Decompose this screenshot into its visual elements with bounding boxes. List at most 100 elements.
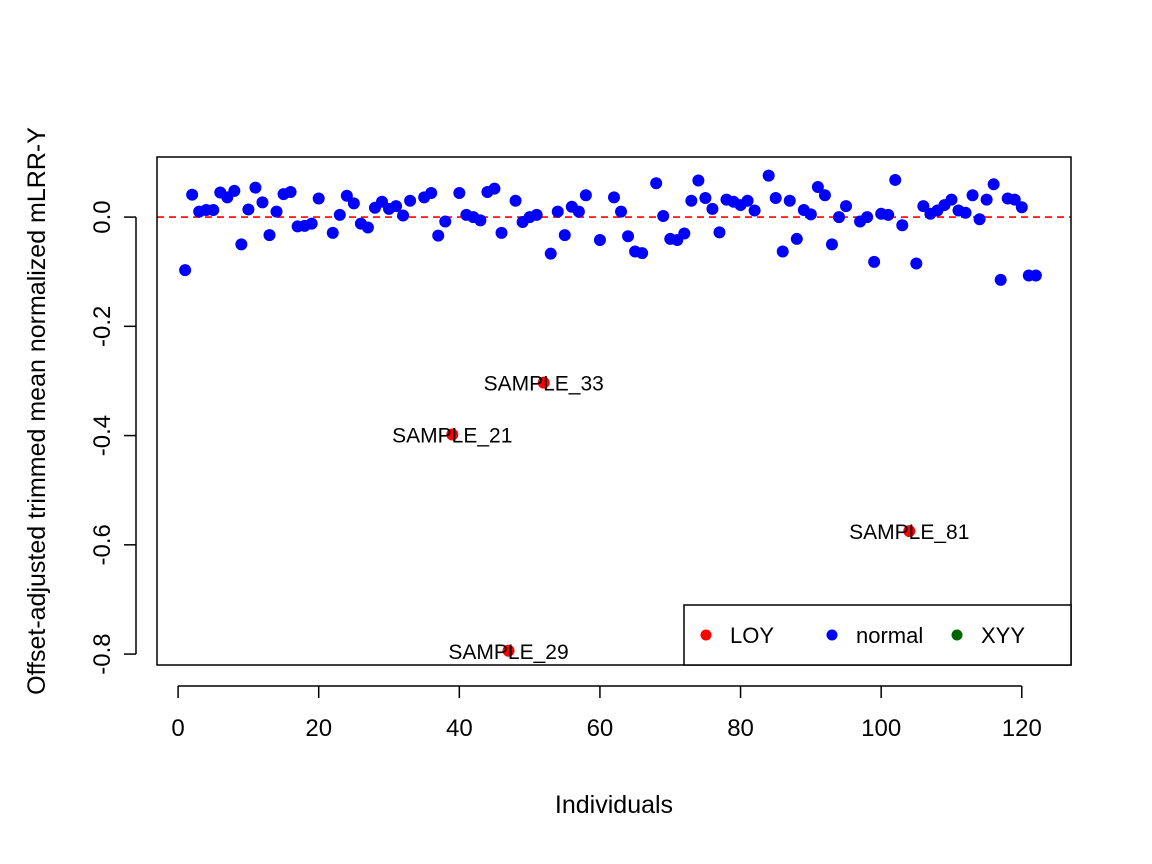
data-point-normal	[994, 273, 1007, 286]
y-tick-label: 0.0	[89, 200, 116, 233]
y-tick-label: -0.2	[89, 306, 116, 347]
legend-marker-normal	[826, 629, 838, 641]
data-point-normal	[509, 194, 522, 207]
data-point-normal	[882, 208, 895, 221]
data-point-normal	[790, 232, 803, 245]
data-point-normal	[284, 185, 297, 198]
data-point-normal	[636, 247, 649, 260]
legend-label-normal: normal	[856, 623, 923, 648]
data-point-normal	[397, 209, 410, 222]
data-point-normal	[270, 205, 283, 218]
data-point-normal	[692, 174, 705, 187]
data-point-normal	[622, 230, 635, 243]
data-point-normal	[917, 200, 930, 213]
point-labels: SAMPLE_21 SAMPLE_29 SAMPLE_33 SAMPLE_81	[392, 373, 969, 664]
data-points	[179, 169, 1042, 657]
data-point-normal	[966, 189, 979, 202]
data-point-normal	[762, 169, 775, 182]
data-point-normal	[980, 193, 993, 206]
data-point-loy	[446, 428, 459, 441]
legend-marker-loy	[700, 629, 712, 641]
x-tick-label: 20	[305, 715, 332, 742]
data-point-normal	[896, 219, 909, 232]
legend-label-xyy: XYY	[981, 623, 1025, 648]
legend-marker-xyy	[951, 629, 963, 641]
data-point-normal	[973, 213, 986, 226]
data-point-normal	[840, 200, 853, 213]
data-point-normal	[558, 229, 571, 242]
data-point-normal	[741, 194, 754, 207]
data-point-normal	[453, 187, 466, 200]
x-tick-label: 60	[587, 715, 614, 742]
data-point-normal	[713, 226, 726, 239]
data-point-normal	[249, 181, 262, 194]
data-point-normal	[945, 193, 958, 206]
data-point-normal	[495, 226, 508, 239]
data-point-normal	[608, 191, 620, 204]
data-point-normal	[242, 203, 255, 216]
data-point-normal	[530, 208, 543, 221]
data-point-normal	[678, 227, 691, 240]
data-point-normal	[425, 187, 438, 200]
data-point-normal	[811, 181, 824, 194]
data-point-normal	[390, 200, 403, 213]
data-point-normal	[657, 209, 670, 222]
data-point-normal	[572, 205, 585, 218]
data-point-normal	[748, 204, 761, 217]
data-point-normal	[706, 202, 719, 215]
data-point-normal	[312, 192, 325, 205]
data-point-normal	[650, 177, 663, 190]
data-point-normal	[263, 229, 276, 242]
data-point-normal	[474, 214, 487, 227]
data-point-normal	[228, 184, 241, 197]
x-tick-label: 0	[171, 715, 184, 742]
data-point-normal	[699, 191, 712, 204]
data-point-normal	[544, 247, 557, 260]
legend-label-loy: LOY	[730, 623, 774, 648]
point-label: SAMPLE_29	[448, 641, 568, 664]
point-label: SAMPLE_21	[392, 424, 512, 447]
data-point-loy	[502, 644, 515, 657]
data-point-normal	[769, 191, 782, 204]
y-tick-label: -0.6	[89, 524, 116, 565]
x-axis-title: Individuals	[555, 791, 673, 819]
data-point-normal	[615, 205, 628, 218]
data-point-normal	[579, 189, 592, 202]
data-point-normal	[1008, 193, 1021, 206]
data-point-normal	[593, 234, 606, 247]
data-point-normal	[832, 211, 845, 224]
x-tick-label: 40	[446, 715, 473, 742]
data-point-normal	[783, 194, 796, 207]
y-tick-label: -0.4	[89, 415, 116, 456]
data-point-normal	[333, 208, 346, 221]
data-point-loy	[537, 376, 550, 389]
data-point-normal	[889, 173, 902, 186]
data-point-loy	[903, 525, 916, 538]
data-point-normal	[326, 226, 339, 239]
data-point-normal	[1015, 201, 1028, 214]
data-point-normal	[207, 203, 220, 216]
y-tick-label: -0.8	[89, 633, 116, 674]
legend-box	[683, 604, 1072, 666]
data-point-normal	[776, 245, 789, 258]
x-tick-label: 100	[861, 715, 901, 742]
data-point-normal	[551, 205, 564, 218]
data-point-normal	[804, 208, 817, 221]
point-label: SAMPLE_33	[484, 373, 604, 396]
data-point-normal	[305, 217, 318, 230]
data-point-normal	[825, 238, 838, 251]
data-point-normal	[1029, 269, 1042, 282]
x-tick-label: 80	[727, 715, 754, 742]
y-axis: 0.0 -0.2 -0.4 -0.6 -0.8	[89, 200, 137, 675]
data-point-normal	[488, 182, 501, 195]
data-point-normal	[256, 196, 269, 209]
point-label: SAMPLE_81	[849, 521, 969, 544]
data-point-normal	[404, 194, 417, 207]
data-point-normal	[987, 178, 1000, 191]
x-axis: 0 20 40 60 80 100 120	[171, 685, 1042, 742]
data-point-normal	[685, 194, 698, 207]
legend: LOY normal XYY	[683, 604, 1072, 666]
data-point-normal	[235, 238, 248, 251]
x-tick-label: 120	[1002, 715, 1042, 742]
data-point-normal	[861, 211, 874, 224]
